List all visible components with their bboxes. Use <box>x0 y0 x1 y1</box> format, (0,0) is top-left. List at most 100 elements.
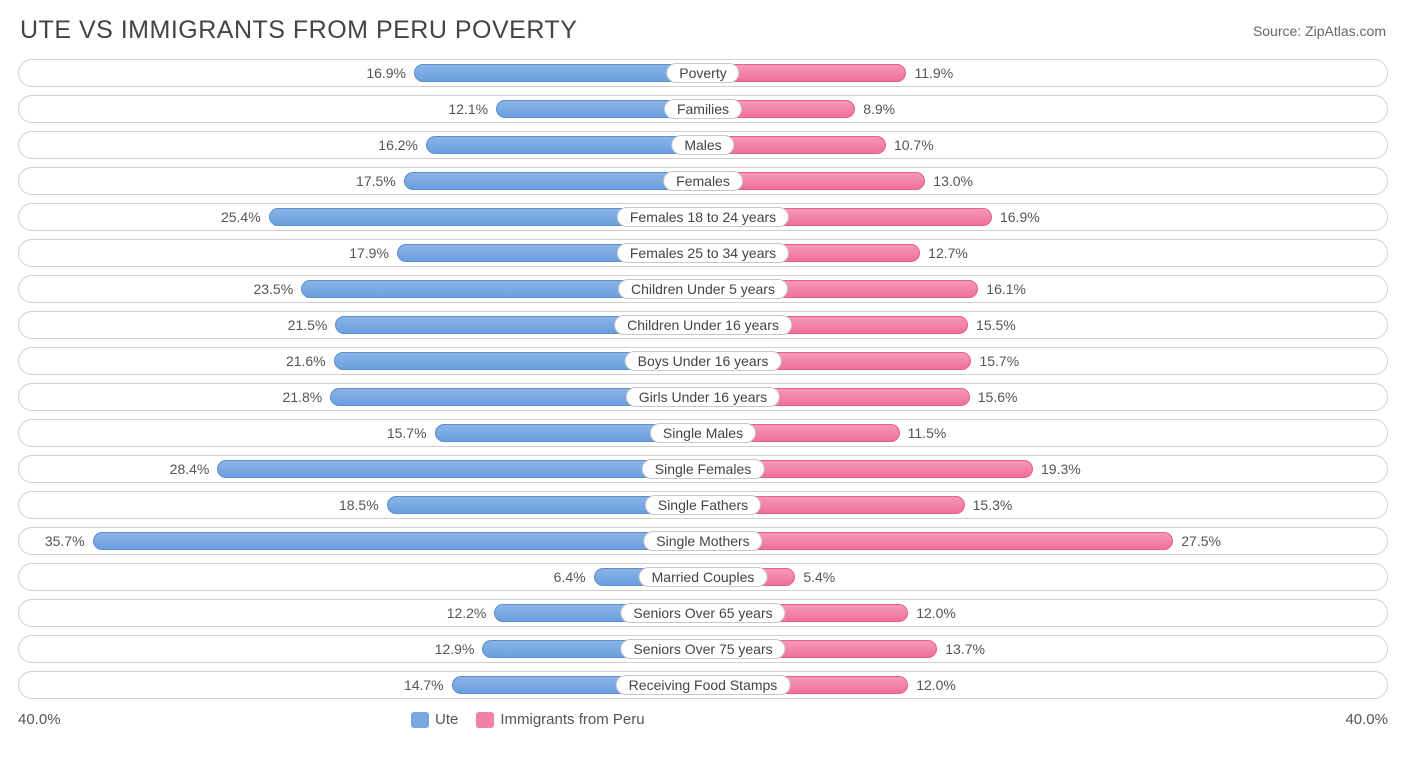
right-bar <box>703 532 1173 550</box>
chart-row: 23.5% 16.1% Children Under 5 years <box>18 275 1388 303</box>
right-value-label: 15.7% <box>971 353 1027 369</box>
right-value-label: 10.7% <box>886 137 942 153</box>
left-value-label: 16.9% <box>358 65 414 81</box>
right-value-label: 15.5% <box>968 317 1024 333</box>
left-value-label: 17.9% <box>341 245 397 261</box>
chart-legend: Ute Immigrants from Peru <box>411 711 645 728</box>
chart-row: 21.6% 15.7% Boys Under 16 years <box>18 347 1388 375</box>
right-value-label: 16.1% <box>978 281 1034 297</box>
category-label: Females 25 to 34 years <box>617 243 789 263</box>
row-right-half: 13.7% <box>703 636 1387 662</box>
legend-swatch-right <box>476 712 494 728</box>
left-bar <box>426 136 703 154</box>
legend-item-left: Ute <box>411 711 458 728</box>
category-label: Single Females <box>642 459 765 479</box>
chart-row: 14.7% 12.0% Receiving Food Stamps <box>18 671 1388 699</box>
row-left-half: 17.9% <box>19 240 703 266</box>
row-left-half: 35.7% <box>19 528 703 554</box>
right-value-label: 11.9% <box>906 65 961 81</box>
chart-row: 15.7%11.5%Single Males <box>18 419 1388 447</box>
chart-row: 25.4%16.9%Females 18 to 24 years <box>18 203 1388 231</box>
legend-item-right: Immigrants from Peru <box>476 711 644 728</box>
row-left-half: 21.5% <box>19 312 703 338</box>
category-label: Females <box>663 171 743 191</box>
left-value-label: 6.4% <box>546 569 594 585</box>
row-left-half: 28.4% <box>19 456 703 482</box>
row-right-half: 12.0% <box>703 672 1387 698</box>
chart-row: 18.5%15.3%Single Fathers <box>18 491 1388 519</box>
row-right-half: 12.0% <box>703 600 1387 626</box>
row-left-half: 21.6% <box>19 348 703 374</box>
right-value-label: 19.3% <box>1033 461 1089 477</box>
left-value-label: 28.4% <box>162 461 218 477</box>
right-value-label: 12.7% <box>920 245 976 261</box>
legend-label-left: Ute <box>435 711 458 728</box>
row-left-half: 25.4% <box>19 204 703 230</box>
chart-source: Source: ZipAtlas.com <box>1253 23 1386 39</box>
left-value-label: 16.2% <box>370 137 426 153</box>
left-value-label: 21.6% <box>278 353 334 369</box>
chart-header: Ute vs Immigrants from Peru Poverty Sour… <box>18 10 1388 59</box>
right-value-label: 27.5% <box>1173 533 1229 549</box>
category-label: Receiving Food Stamps <box>616 675 791 695</box>
right-value-label: 12.0% <box>908 677 964 693</box>
left-value-label: 12.9% <box>427 641 483 657</box>
chart-rows: 16.9%11.9%Poverty12.1%8.9%Families16.2%1… <box>18 59 1388 699</box>
row-left-half: 12.1% <box>19 96 703 122</box>
row-left-half: 23.5% <box>19 276 703 302</box>
left-bar <box>414 64 703 82</box>
left-value-label: 23.5% <box>245 281 301 297</box>
legend-label-right: Immigrants from Peru <box>500 711 644 728</box>
axis-max-left: 40.0% <box>18 711 61 728</box>
left-bar <box>93 532 703 550</box>
chart-row: 12.9%13.7%Seniors Over 75 years <box>18 635 1388 663</box>
right-value-label: 8.9% <box>855 101 903 117</box>
category-label: Single Mothers <box>643 531 762 551</box>
left-value-label: 21.8% <box>275 389 331 405</box>
chart-row: 16.2% 10.7% Males <box>18 131 1388 159</box>
row-right-half: 13.0% <box>703 168 1387 194</box>
chart-row: 21.8%15.6%Girls Under 16 years <box>18 383 1388 411</box>
row-right-half: 15.3% <box>703 492 1387 518</box>
right-value-label: 15.3% <box>965 497 1021 513</box>
source-prefix: Source: <box>1253 23 1305 39</box>
right-value-label: 12.0% <box>908 605 964 621</box>
legend-swatch-left <box>411 712 429 728</box>
row-right-half: 11.9% <box>703 60 1387 86</box>
row-left-half: 12.9% <box>19 636 703 662</box>
category-label: Seniors Over 65 years <box>620 603 785 623</box>
left-value-label: 21.5% <box>280 317 336 333</box>
category-label: Boys Under 16 years <box>625 351 782 371</box>
row-left-half: 17.5% <box>19 168 703 194</box>
chart-row: 17.5% 13.0% Females <box>18 167 1388 195</box>
row-left-half: 6.4% <box>19 564 703 590</box>
right-value-label: 13.0% <box>925 173 981 189</box>
row-right-half: 19.3% <box>703 456 1387 482</box>
chart-row: 21.5% 15.5% Children Under 16 years <box>18 311 1388 339</box>
left-bar <box>217 460 703 478</box>
left-value-label: 15.7% <box>379 425 435 441</box>
category-label: Children Under 16 years <box>614 315 792 335</box>
chart-row: 17.9% 12.7% Females 25 to 34 years <box>18 239 1388 267</box>
row-right-half: 12.7% <box>703 240 1387 266</box>
category-label: Males <box>671 135 734 155</box>
row-right-half: 15.7% <box>703 348 1387 374</box>
right-value-label: 16.9% <box>992 209 1048 225</box>
right-value-label: 15.6% <box>970 389 1026 405</box>
category-label: Children Under 5 years <box>618 279 788 299</box>
chart-footer: 40.0% Ute Immigrants from Peru 40.0% <box>18 707 1388 728</box>
row-left-half: 16.9% <box>19 60 703 86</box>
row-left-half: 14.7% <box>19 672 703 698</box>
row-right-half: 15.5% <box>703 312 1387 338</box>
left-value-label: 12.1% <box>440 101 496 117</box>
chart-row: 12.1%8.9%Families <box>18 95 1388 123</box>
chart-row: 16.9%11.9%Poverty <box>18 59 1388 87</box>
row-right-half: 15.6% <box>703 384 1387 410</box>
chart-row: 28.4% 19.3% Single Females <box>18 455 1388 483</box>
axis-max-right: 40.0% <box>1345 711 1388 728</box>
left-value-label: 12.2% <box>439 605 495 621</box>
chart-row: 12.2% 12.0% Seniors Over 65 years <box>18 599 1388 627</box>
right-value-label: 11.5% <box>900 425 955 441</box>
left-value-label: 35.7% <box>37 533 93 549</box>
row-left-half: 16.2% <box>19 132 703 158</box>
